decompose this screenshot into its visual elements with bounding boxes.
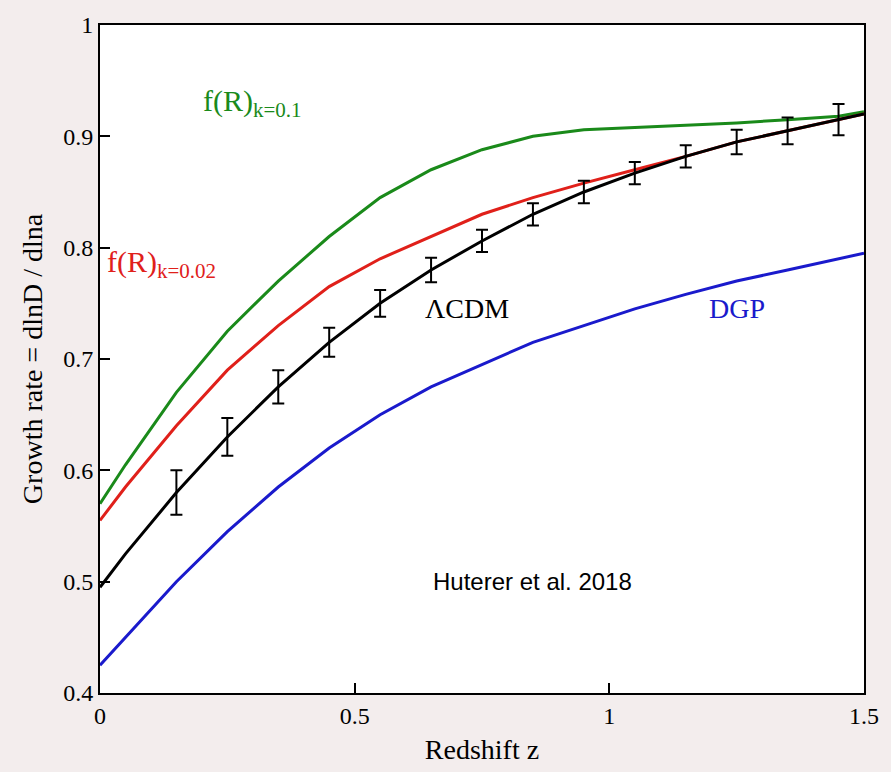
svg-text:f(R)​k=0.1​: f(R)​k=0.1​ — [203, 84, 302, 122]
svg-text:0.8: 0.8 — [63, 235, 93, 261]
svg-text:0.6: 0.6 — [63, 458, 93, 484]
svg-text:f(R)​k=0.02​: f(R)​k=0.02​ — [107, 245, 216, 283]
svg-text:Huterer et al. 2018: Huterer et al. 2018 — [433, 568, 632, 595]
svg-text:0.7: 0.7 — [63, 346, 93, 372]
svg-text:1: 1 — [603, 703, 615, 729]
svg-text:0: 0 — [94, 703, 106, 729]
svg-text:Redshift z: Redshift z — [425, 734, 539, 765]
svg-text:ΛCDM: ΛCDM — [425, 293, 509, 324]
svg-text:1.5: 1.5 — [849, 703, 879, 729]
svg-text:0.5: 0.5 — [63, 569, 93, 595]
svg-text:DGP: DGP — [709, 293, 765, 324]
svg-text:Growth rate = dlnD / dlna: Growth rate = dlnD / dlna — [17, 213, 48, 504]
svg-text:0.4: 0.4 — [63, 680, 93, 706]
svg-text:0.5: 0.5 — [340, 703, 370, 729]
svg-text:1: 1 — [81, 12, 93, 38]
svg-text:0.9: 0.9 — [63, 124, 93, 150]
